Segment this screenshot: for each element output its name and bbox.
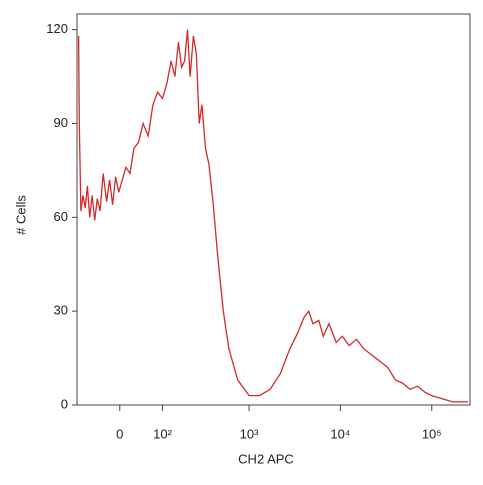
x-axis-label: CH2 APC [238,451,294,466]
y-tick-label: 120 [46,21,68,36]
x-tick-label: 10² [153,426,172,441]
plot-frame [76,13,471,406]
x-tick-label: 10⁴ [330,426,350,441]
y-tick-label: 90 [54,115,68,130]
y-tick-label: 30 [54,303,68,318]
y-tick-label: 60 [54,209,68,224]
y-axis-label: # Cells [13,195,28,235]
y-tick-label: 0 [61,396,68,411]
x-tick-label: 10³ [240,426,259,441]
histogram-line [77,29,469,403]
x-tick-label: 0 [116,426,123,441]
x-tick-label: 10⁵ [422,426,442,441]
